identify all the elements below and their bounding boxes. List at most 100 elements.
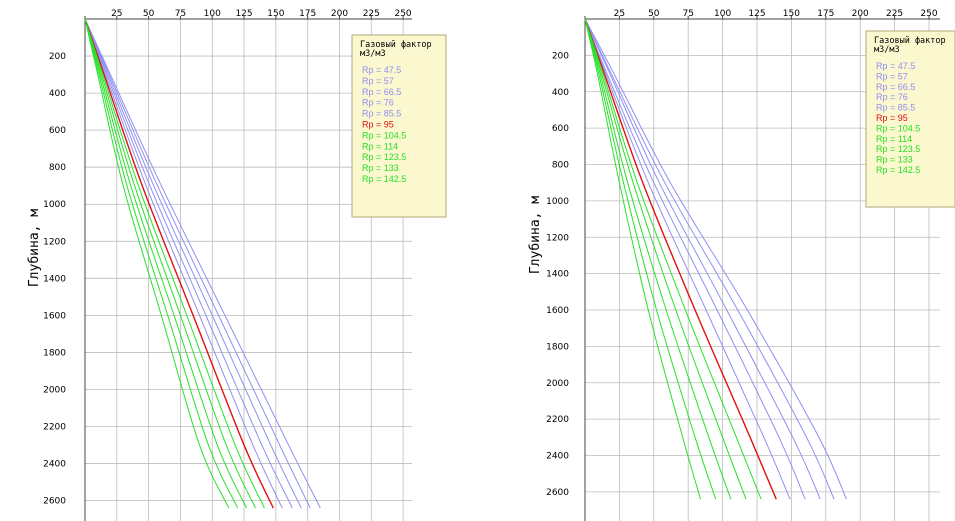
chart-1-y-ticks: 200 400 600 800 1000 1200 1400 1600 1800… (43, 52, 66, 507)
chart-1-y-axis-label: Глубина, м (27, 209, 42, 287)
chart-1-series-line-2 (84, 18, 311, 509)
chart-1-axes (84, 16, 412, 521)
chart-2-x-tick: 100 (714, 9, 731, 19)
chart-2-y-tick: 800 (552, 161, 569, 171)
chart-2-y-tick: 400 (552, 88, 569, 98)
chart-1-legend-item: Rp = 104.5 (362, 130, 406, 140)
chart-1-series-line-7 (84, 18, 265, 509)
chart-1-y-tick: 2400 (43, 460, 66, 470)
chart-2-legend-item: Rp = 95 (876, 113, 908, 123)
chart-2-series-line-2 (584, 18, 835, 500)
chart-1-x-ticks: 25 50 75 100 125 150 175 200 225 250 (111, 9, 412, 19)
chart-2-y-tick: 1800 (546, 342, 569, 352)
chart-1-legend-item: Rp = 95 (362, 120, 394, 130)
chart-2-legend-item: Rp = 76 (876, 92, 908, 102)
chart-2-axes (584, 16, 940, 521)
chart-1-legend-item: Rp = 47.5 (362, 65, 401, 75)
chart-1-legend-item: Rp = 123.5 (362, 152, 406, 162)
chart-2-series-line-10 (584, 18, 717, 500)
chart-2-legend-item: Rp = 142.5 (876, 165, 920, 175)
chart-1-x-tick: 50 (143, 9, 155, 19)
chart-2-series-line-7 (584, 18, 762, 500)
chart-2-series-line-1 (584, 18, 847, 500)
chart-1-x-tick: 150 (267, 9, 284, 19)
chart-1: 25 50 75 100 125 150 175 200 225 250 200… (27, 9, 447, 521)
chart-2-y-tick: 2600 (546, 488, 569, 498)
chart-1-legend-item: Rp = 57 (362, 76, 394, 86)
chart-2-series-line-3 (584, 18, 821, 500)
chart-1-legend-units: м3/м3 (360, 49, 386, 59)
chart-1-x-tick: 200 (331, 9, 348, 19)
chart-1-legend-item: Rp = 66.5 (362, 87, 401, 97)
chart-1-series-line-3 (84, 18, 302, 509)
chart-2-x-tick: 150 (783, 9, 800, 19)
chart-2-x-tick: 50 (648, 9, 660, 19)
chart-2-x-tick: 225 (886, 9, 903, 19)
chart-1-y-tick: 2200 (43, 423, 66, 433)
chart-2-series-line-9 (584, 18, 732, 500)
chart-2-legend-item: Rp = 66.5 (876, 82, 915, 92)
chart-2-legend-box (865, 30, 955, 208)
chart-1-series-line-8 (84, 18, 256, 509)
chart-1-legend: Газовый фактор м3/м3 Rp = 47.5 Rp = 57 R… (351, 34, 447, 218)
chart-2-legend-item: Rp = 133 (876, 155, 913, 165)
chart-2-legend-item: Rp = 123.5 (876, 144, 920, 154)
chart-2-legend-item: Rp = 57 (876, 71, 908, 81)
chart-1-legend-box (351, 34, 447, 218)
chart-1-series-line-4 (84, 18, 293, 509)
chart-2-series-line-4 (584, 18, 806, 500)
chart-1-y-tick: 2000 (43, 385, 66, 395)
chart-1-legend-item: Rp = 142.5 (362, 174, 406, 184)
chart-1-series-line-1 (84, 18, 321, 509)
chart-1-y-tick: 800 (49, 163, 66, 173)
chart-2-legend-units: м3/м3 (874, 45, 900, 55)
chart-2: 25 50 75 100 125 150 175 200 225 250 200… (528, 9, 955, 521)
chart-1-legend-item: Rp = 114 (362, 141, 398, 151)
chart-2-legend-item: Rp = 85.5 (876, 103, 915, 113)
chart-1-y-tick: 1800 (43, 348, 66, 358)
chart-2-legend-item: Rp = 114 (876, 134, 912, 144)
chart-2-y-tick: 1200 (546, 233, 569, 243)
chart-1-series-line-5 (84, 18, 283, 509)
chart-2-y-tick: 2200 (546, 415, 569, 425)
chart-1-legend-item: Rp = 76 (362, 98, 394, 108)
chart-2-series-line-5 (584, 18, 791, 500)
chart-1-series (84, 18, 321, 509)
chart-2-y-tick: 1000 (546, 197, 569, 207)
chart-1-y-tick: 200 (49, 52, 66, 62)
chart-2-series (584, 18, 847, 500)
chart-1-y-tick: 1400 (43, 274, 66, 284)
chart-1-series-line-9 (84, 18, 248, 509)
chart-2-series-line-6 (584, 18, 777, 500)
chart-2-x-tick: 25 (614, 9, 625, 19)
chart-2-y-tick: 600 (552, 124, 569, 134)
chart-2-x-tick: 75 (682, 9, 693, 19)
chart-1-y-tick: 600 (49, 126, 66, 136)
chart-2-y-tick: 2000 (546, 379, 569, 389)
chart-2-legend-item: Rp = 47.5 (876, 61, 915, 71)
chart-1-x-tick: 175 (299, 9, 316, 19)
chart-1-y-tick: 400 (49, 89, 66, 99)
chart-2-x-tick: 125 (748, 9, 765, 19)
chart-2-x-ticks: 25 50 75 100 125 150 175 200 225 250 (614, 9, 938, 19)
chart-1-y-tick: 1200 (43, 237, 66, 247)
chart-2-y-axis-label: Глубина, м (528, 196, 543, 274)
chart-1-y-tick: 1000 (43, 200, 66, 210)
chart-1-x-tick: 100 (204, 9, 221, 19)
chart-1-series-line-6 (84, 18, 274, 509)
chart-2-y-tick: 2400 (546, 452, 569, 462)
chart-1-x-tick: 250 (394, 9, 411, 19)
chart-1-x-tick: 75 (175, 9, 186, 19)
chart-2-series-line-8 (584, 18, 747, 500)
chart-2-x-tick: 175 (817, 9, 834, 19)
chart-2-x-tick: 200 (852, 9, 869, 19)
chart-2-legend-title: Газовый фактор (874, 36, 946, 46)
chart-1-y-tick: 2600 (43, 497, 66, 507)
chart-1-legend-item: Rp = 85.5 (362, 109, 401, 119)
chart-2-y-tick: 200 (552, 51, 569, 61)
chart-2-y-ticks: 200 400 600 800 1000 1200 1400 1600 1800… (546, 51, 569, 498)
chart-2-series-line-11 (584, 18, 702, 500)
chart-1-x-tick: 25 (111, 9, 122, 19)
chart-2-y-tick: 1400 (546, 270, 569, 280)
chart-2-legend-item: Rp = 104.5 (876, 123, 920, 133)
